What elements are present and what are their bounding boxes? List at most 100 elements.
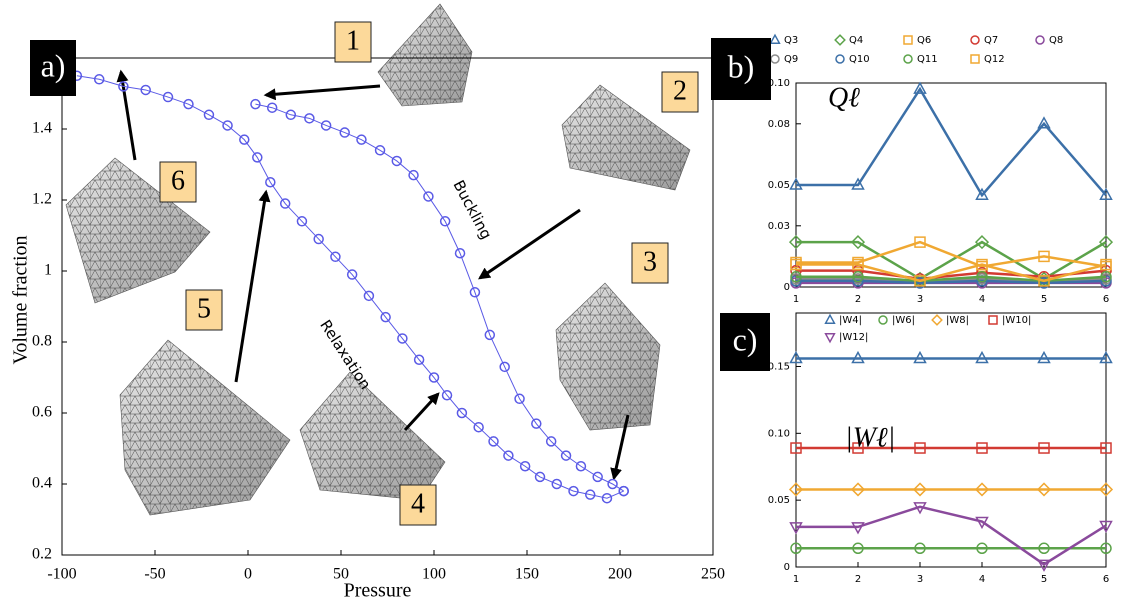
marker <box>222 120 233 131</box>
legend-marker <box>988 315 998 325</box>
legend-marker <box>835 54 845 64</box>
y-tick-label: 0.4 <box>32 475 52 492</box>
legend-label: Q4 <box>849 35 863 46</box>
marker <box>1038 250 1050 263</box>
step-number: 6 <box>171 165 185 196</box>
step-box <box>399 484 437 526</box>
marker <box>788 482 804 497</box>
marker <box>575 461 587 472</box>
marker <box>592 471 603 483</box>
series-line <box>796 275 1107 283</box>
series-line <box>796 240 1107 281</box>
legend-label: |W12| <box>839 332 868 343</box>
marker <box>239 134 250 145</box>
panel-label-box <box>30 40 76 96</box>
legend-label: |W4| <box>839 315 862 326</box>
y-tick-label: 0 <box>784 282 790 293</box>
y-tick-label: 0.08 <box>768 119 790 130</box>
marker <box>914 542 926 555</box>
arrow <box>610 414 630 481</box>
legend-marker <box>931 314 943 326</box>
series-line <box>796 279 1107 285</box>
plot-frame <box>61 57 714 556</box>
legend-label: Q3 <box>784 35 798 46</box>
series-line <box>796 240 1107 268</box>
panel-label: a) <box>41 47 66 83</box>
marker <box>789 522 803 535</box>
legend-label: |W6| <box>892 315 915 326</box>
x-tick-label: 50 <box>333 566 349 583</box>
marker <box>1099 187 1113 200</box>
marker <box>1100 442 1112 454</box>
legend-label: Q11 <box>917 54 938 65</box>
panel-label: b) <box>728 48 755 84</box>
marker <box>473 421 484 433</box>
marker <box>266 102 278 113</box>
legend-marker <box>970 35 980 45</box>
arrow <box>263 84 381 101</box>
marker <box>560 450 572 461</box>
marker <box>391 155 403 167</box>
marker <box>1099 350 1113 364</box>
marker <box>789 177 803 190</box>
marker <box>320 120 332 131</box>
legend-label: Q7 <box>984 35 998 46</box>
x-tick-label: 200 <box>608 566 632 583</box>
marker <box>183 98 194 110</box>
marker <box>790 542 802 555</box>
marker <box>1100 258 1112 271</box>
legend-label: Q12 <box>984 54 1005 65</box>
y-axis-label: Volume fraction <box>10 235 32 364</box>
x-tick-label: -100 <box>47 566 76 583</box>
y-tick-label: 0.2 <box>32 546 52 563</box>
legend-marker <box>878 315 888 325</box>
marker <box>519 461 531 472</box>
marker <box>914 275 926 287</box>
x-tick-label: 5 <box>1041 574 1047 585</box>
marker <box>551 478 563 490</box>
marker <box>975 187 989 200</box>
x-tick-label: 250 <box>701 566 725 583</box>
marker <box>1037 350 1051 364</box>
marker <box>488 436 499 447</box>
marker <box>118 81 129 92</box>
marker <box>162 91 174 103</box>
legend-marker <box>1035 35 1045 45</box>
step-box <box>334 21 372 63</box>
step-number: 4 <box>411 488 425 519</box>
y-tick-label: 0.15 <box>768 361 790 372</box>
marker <box>1036 482 1052 497</box>
panel-label-box <box>720 313 770 371</box>
marker <box>789 350 803 364</box>
y-tick-label: 0.10 <box>768 428 790 439</box>
marker <box>852 271 864 283</box>
marker <box>1100 542 1112 555</box>
marker <box>1098 235 1114 250</box>
marker <box>852 542 864 555</box>
legend-label: Q8 <box>1049 35 1063 46</box>
marker <box>397 333 408 344</box>
x-tick-label: 1 <box>793 574 799 585</box>
marker <box>851 177 865 190</box>
step-box <box>159 161 197 203</box>
marker <box>356 134 367 145</box>
marker <box>339 127 350 138</box>
marker <box>1100 271 1112 283</box>
marker <box>913 81 927 94</box>
marker <box>252 152 263 163</box>
x-tick-label: 4 <box>979 294 985 305</box>
marker <box>912 482 928 497</box>
marker <box>914 442 926 454</box>
x-tick-label: 1 <box>793 294 799 305</box>
marker <box>439 216 451 227</box>
y-tick-label: 1 <box>44 262 52 279</box>
marker <box>601 492 613 504</box>
legend-label: Q6 <box>917 35 931 46</box>
marker <box>363 290 375 302</box>
x-tick-label: 0 <box>244 566 252 583</box>
marker <box>976 442 988 454</box>
x-tick-label: 3 <box>917 294 923 305</box>
series-line <box>796 269 1107 281</box>
mesh-shape <box>65 3 691 516</box>
